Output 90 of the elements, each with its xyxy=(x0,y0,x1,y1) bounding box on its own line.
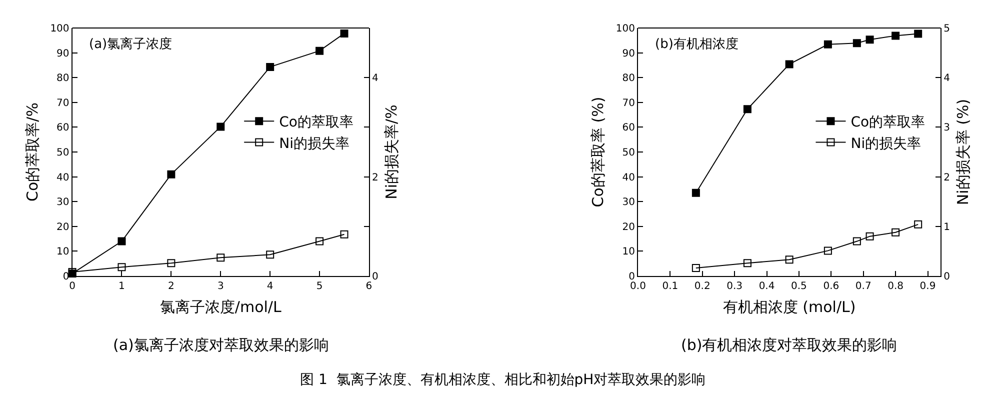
x-tick-label: 5 xyxy=(316,281,323,292)
y-axis-title: Co的萃取率/% xyxy=(23,102,42,202)
x-tick-label: 6 xyxy=(366,281,372,292)
legend-label: Ni的损失率 xyxy=(850,136,922,152)
point xyxy=(914,220,922,228)
point xyxy=(167,259,176,268)
x-tick-label: 2 xyxy=(168,281,174,292)
y-tick-label: 70 xyxy=(56,98,70,109)
y-tick-label: 90 xyxy=(622,48,635,60)
y-tick-label: 70 xyxy=(622,98,635,109)
annotation: (a)氯离子浓度 xyxy=(89,36,172,52)
point xyxy=(340,29,348,38)
y-tick-label: 20 xyxy=(622,222,635,233)
point xyxy=(118,237,126,246)
point xyxy=(866,232,874,240)
point xyxy=(118,263,126,272)
x-tick-label: 0.0 xyxy=(630,281,646,292)
caption: 图 1 氯离子浓度、有机相浓度、相比和初始pH对萃取效果的影响 xyxy=(300,372,706,388)
x-tick-label: 1 xyxy=(118,281,125,292)
y2-tick-label: 4 xyxy=(372,73,378,84)
x-tick-label: 0.6 xyxy=(823,281,840,292)
y2-tick-label: 2 xyxy=(944,172,950,184)
y2-tick-label: 1 xyxy=(944,222,950,233)
x-tick-label: 0.5 xyxy=(791,281,807,292)
annotation: (b)有机相浓度 xyxy=(655,36,738,52)
y-tick-label: 90 xyxy=(56,48,70,60)
point xyxy=(266,62,274,71)
x-tick-label: 4 xyxy=(266,281,274,292)
point xyxy=(824,40,832,48)
y-tick-label: 60 xyxy=(56,122,70,134)
point xyxy=(216,122,225,131)
point xyxy=(167,170,176,178)
y2-tick-label: 5 xyxy=(944,24,950,34)
y2-tick-label: 3 xyxy=(944,122,950,134)
y-tick-label: 0 xyxy=(628,272,635,282)
point xyxy=(316,46,324,55)
y2-tick-label: 2 xyxy=(372,172,378,184)
y-tick-label: 50 xyxy=(56,148,70,158)
y-tick-label: 10 xyxy=(56,246,70,258)
y2-axis-title: Ni的损失率/% xyxy=(382,104,400,200)
x-tick-label: 0.1 xyxy=(662,281,678,292)
point xyxy=(866,36,874,44)
point xyxy=(216,254,225,262)
y-tick-label: 30 xyxy=(56,197,70,208)
y-tick-label: 40 xyxy=(56,172,70,184)
x-tick-label: 0.8 xyxy=(888,281,904,292)
y-tick-label: 100 xyxy=(50,24,70,34)
y2-tick-label: 0 xyxy=(944,272,950,282)
y-tick-label: 100 xyxy=(616,24,635,34)
point xyxy=(743,259,752,268)
y-tick-label: 50 xyxy=(622,148,635,158)
y-tick-label: 60 xyxy=(622,122,635,134)
y-tick-label: 30 xyxy=(622,197,635,208)
legend-label: Co的萃取率 xyxy=(279,114,354,131)
point xyxy=(852,237,861,246)
x-axis-title: 有机相浓度 (mol/L) xyxy=(722,298,856,316)
point xyxy=(340,230,348,238)
x-tick-label: 3 xyxy=(217,281,224,292)
point xyxy=(266,250,274,259)
y-tick-label: 40 xyxy=(622,172,635,184)
legend-label: Co的萃取率 xyxy=(850,114,926,131)
y-tick-label: 10 xyxy=(622,246,635,258)
point xyxy=(892,32,900,40)
x-tick-label: 0.3 xyxy=(726,281,743,292)
x-tick-label: 0.9 xyxy=(920,281,936,292)
point xyxy=(692,188,700,197)
text: (b)有机相浓度对萃取效果的影响 xyxy=(681,336,898,354)
point xyxy=(785,256,794,264)
text: (a)氯离子浓度对萃取效果的影响 xyxy=(113,336,329,354)
x-tick-label: 0.2 xyxy=(694,281,710,292)
point xyxy=(914,30,922,38)
point xyxy=(316,237,324,246)
y-axis-title: Co的萃取率 (%) xyxy=(589,96,608,208)
point xyxy=(824,246,832,255)
point xyxy=(892,228,900,236)
point xyxy=(852,39,861,48)
y2-axis-title: Ni的损失率 (%) xyxy=(954,98,972,206)
point xyxy=(743,105,752,114)
point xyxy=(785,60,794,68)
y-tick-label: 80 xyxy=(56,73,70,84)
y2-tick-label: 4 xyxy=(944,73,950,84)
y-tick-label: 20 xyxy=(56,222,70,233)
x-tick-label: 0.4 xyxy=(758,281,775,292)
legend-label: Ni的损失率 xyxy=(279,136,350,152)
y-tick-label: 0 xyxy=(62,272,70,282)
x-axis-title: 氯离子浓度/mol/L xyxy=(160,298,282,316)
x-tick-label: 0.7 xyxy=(855,281,872,292)
y2-tick-label: 0 xyxy=(372,272,378,282)
point xyxy=(692,264,700,272)
y-tick-label: 80 xyxy=(622,73,635,84)
